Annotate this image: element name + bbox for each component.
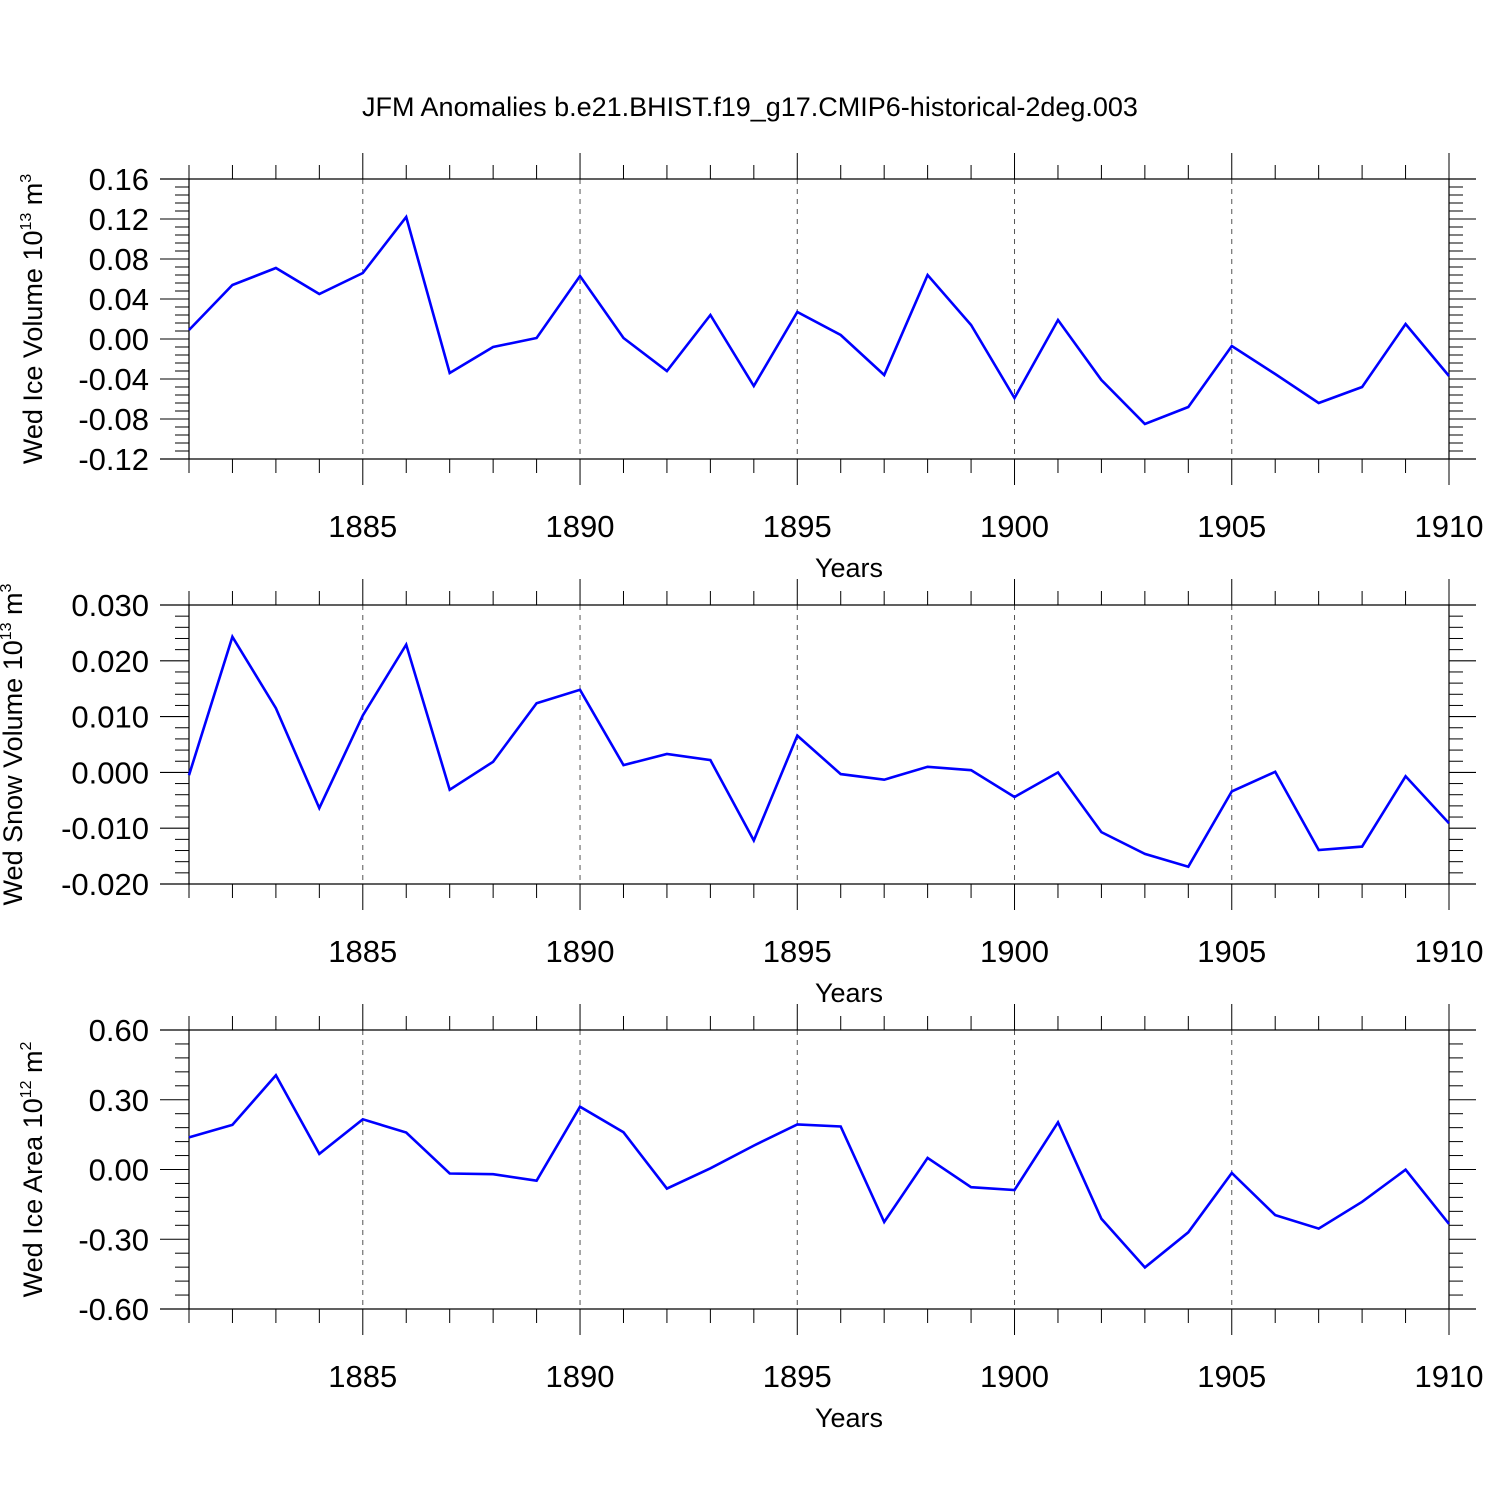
- y-axis-title: Wed Ice Volume 1013 m3: [18, 174, 48, 464]
- x-tick-label: 1900: [980, 509, 1049, 544]
- y-axis-title: Wed Ice Area 1012 m2: [18, 1041, 48, 1297]
- x-tick-label: 1905: [1197, 509, 1266, 544]
- y-tick-label: 0.00: [89, 322, 149, 357]
- y-tick-label: 0.010: [71, 700, 149, 735]
- panel-1: -0.12 -0.08 -0.04 0.00 0.04 0.08 0.12 0.16 1885 1…: [18, 153, 1483, 583]
- x-tick-label: 1905: [1197, 1359, 1266, 1394]
- x-axis-title: Years: [815, 553, 883, 583]
- y-tick-label: -0.010: [61, 811, 149, 846]
- x-tick-label: 1910: [1415, 1359, 1484, 1394]
- y-tick-label: 0.30: [89, 1083, 149, 1118]
- series-line: [188, 214, 1450, 426]
- series-line: [188, 1073, 1451, 1270]
- x-tick-label: 1900: [980, 1359, 1049, 1394]
- y-axis-title: Wed Snow Volume 1013 m3: [0, 583, 28, 905]
- y-tick-label: -0.30: [78, 1222, 149, 1257]
- y-tick-label: -0.12: [78, 442, 149, 477]
- y-tick-label: -0.08: [78, 402, 149, 437]
- y-tick-label: 0.12: [89, 202, 149, 237]
- panel-3: -0.60 -0.30 0.00 0.30 0.60 1885 1890 1895 1900 19…: [18, 1004, 1483, 1433]
- x-tick-label: 1885: [328, 509, 397, 544]
- y-tick-label: 0.020: [71, 644, 149, 679]
- y-tick-label: -0.020: [61, 867, 149, 902]
- y-tick-label: 0.000: [71, 755, 149, 790]
- x-tick-label: 1900: [980, 934, 1049, 969]
- x-tick-label: 1910: [1415, 934, 1484, 969]
- x-tick-label: 1885: [328, 1359, 397, 1394]
- chart-title: JFM Anomalies b.e21.BHIST.f19_g17.CMIP6-…: [362, 92, 1138, 122]
- y-tick-label: -0.60: [78, 1292, 149, 1327]
- y-tick-label: 0.08: [89, 242, 149, 277]
- y-tick-label: 0.04: [89, 282, 149, 317]
- x-tick-label: 1910: [1415, 509, 1484, 544]
- x-tick-label: 1905: [1197, 934, 1266, 969]
- x-tick-label: 1890: [546, 509, 615, 544]
- series-line: [187, 633, 1450, 869]
- y-tick-label: 0.030: [71, 588, 149, 623]
- x-axis-title: Years: [815, 978, 883, 1008]
- x-tick-label: 1895: [763, 934, 832, 969]
- x-tick-label: 1890: [546, 934, 615, 969]
- panel-2: -0.020 -0.010 0.000 0.010 0.020 0.030 1885 1890…: [0, 579, 1483, 1008]
- x-tick-label: 1895: [763, 509, 832, 544]
- x-axis-title: Years: [815, 1403, 883, 1433]
- y-tick-label: -0.04: [78, 362, 149, 397]
- y-tick-label: 0.16: [89, 162, 149, 197]
- x-tick-label: 1885: [328, 934, 397, 969]
- y-tick-label: 0.60: [89, 1013, 149, 1048]
- y-tick-label: 0.00: [89, 1153, 149, 1188]
- x-tick-label: 1890: [546, 1359, 615, 1394]
- x-tick-label: 1895: [763, 1359, 832, 1394]
